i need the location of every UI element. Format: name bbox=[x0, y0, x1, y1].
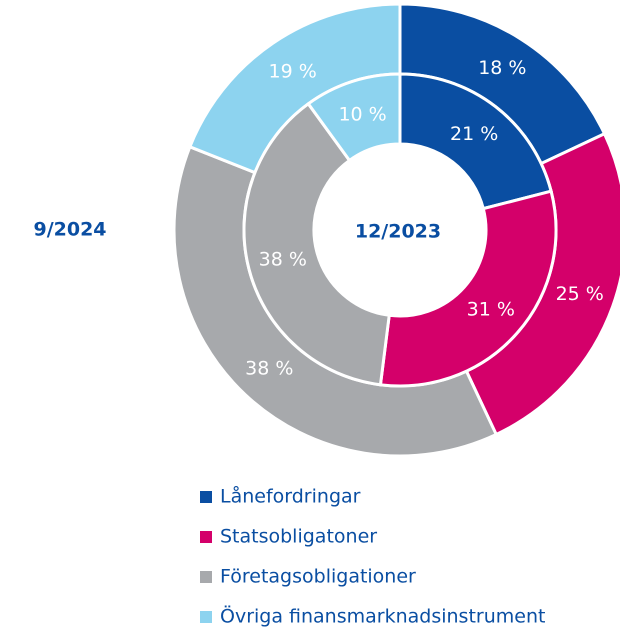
legend-swatch bbox=[200, 531, 212, 543]
value-label: 38 % bbox=[245, 358, 293, 380]
legend-label: Lånefordringar bbox=[220, 485, 361, 508]
ring-segment bbox=[242, 101, 391, 387]
legend-label: Statsobligatoner bbox=[220, 526, 377, 548]
legend-swatch bbox=[200, 611, 212, 623]
value-label: 25 % bbox=[556, 283, 604, 305]
inner-ring-label: 12/2023 bbox=[355, 221, 441, 243]
value-label: 10 % bbox=[338, 103, 386, 125]
ring-segment bbox=[378, 189, 558, 388]
value-label: 19 % bbox=[269, 61, 317, 83]
legend-label: Företagsobligationer bbox=[220, 566, 416, 588]
value-label: 38 % bbox=[259, 249, 307, 271]
outer-ring-label: 9/2024 bbox=[33, 219, 106, 241]
value-label: 31 % bbox=[467, 299, 515, 321]
legend-swatch bbox=[200, 491, 212, 503]
ring-segment bbox=[398, 72, 553, 211]
value-label: 18 % bbox=[478, 57, 526, 79]
legend-label: Övriga finansmarknadsinstrument bbox=[220, 605, 545, 628]
ring-segment bbox=[306, 72, 402, 163]
value-label: 21 % bbox=[450, 123, 498, 145]
legend-swatch bbox=[200, 571, 212, 583]
